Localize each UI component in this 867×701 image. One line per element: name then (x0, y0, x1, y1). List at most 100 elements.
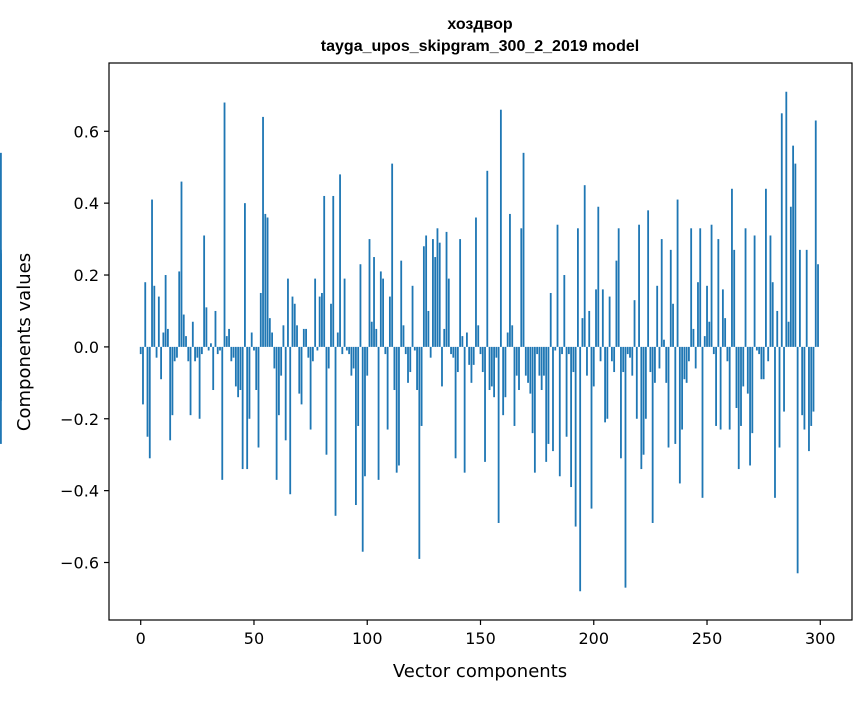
bar (755, 346, 758, 351)
bar (543, 346, 545, 376)
bar (189, 346, 192, 416)
bar (198, 346, 201, 419)
bar (0, 278, 2, 347)
bar (735, 346, 738, 408)
bar (434, 257, 437, 347)
bar (724, 318, 727, 347)
bar (586, 346, 588, 376)
bar (597, 206, 600, 347)
bar (810, 346, 813, 426)
bar (796, 346, 799, 574)
bar (223, 102, 226, 347)
bar (579, 346, 582, 592)
bar (316, 346, 319, 351)
bar (638, 224, 640, 347)
x-tick-label: 0 (136, 629, 146, 648)
bar (683, 346, 686, 380)
bar (425, 235, 428, 347)
bar (348, 346, 351, 355)
bar (427, 310, 430, 347)
bar (590, 346, 593, 509)
bar (570, 346, 573, 488)
bar (334, 346, 337, 516)
bar (654, 346, 656, 383)
bar (604, 346, 606, 423)
bar (244, 203, 246, 347)
bar (162, 332, 165, 347)
bar (774, 346, 776, 498)
bar (758, 346, 761, 355)
bar (221, 346, 224, 480)
bar (617, 228, 620, 347)
bar (180, 181, 183, 347)
bar (275, 346, 278, 480)
bar (694, 346, 697, 369)
bar (728, 346, 731, 430)
bar (522, 152, 525, 347)
bar (624, 346, 627, 588)
bar (626, 346, 629, 355)
bar (418, 346, 421, 559)
bar (219, 346, 221, 351)
bar (649, 346, 652, 373)
bar (601, 289, 604, 347)
bar (783, 346, 785, 412)
bar (416, 346, 418, 391)
y-tick-label: −0.2 (60, 410, 99, 429)
bar (690, 228, 693, 347)
bar (409, 346, 412, 373)
bar (561, 346, 563, 355)
bar (210, 343, 212, 347)
bar (148, 346, 151, 459)
bar (504, 346, 507, 398)
bar (293, 303, 296, 347)
bar (212, 346, 215, 391)
bar (801, 346, 804, 416)
bar (404, 346, 407, 355)
bar (712, 346, 715, 355)
bar (685, 346, 688, 383)
bar (642, 346, 645, 455)
bar (307, 346, 310, 358)
bar (379, 271, 382, 347)
bar (760, 346, 763, 380)
y-tick-label: −0.4 (60, 482, 99, 501)
chart-title: хоздвор (447, 16, 513, 33)
bar (370, 321, 373, 347)
bar (581, 318, 584, 347)
bar (463, 346, 466, 473)
bar (577, 228, 579, 347)
bar (157, 296, 160, 347)
bar (762, 346, 765, 380)
bar (364, 346, 366, 477)
bar (740, 346, 742, 426)
bar (676, 199, 679, 347)
x-tick-label: 300 (805, 629, 836, 648)
bar (393, 346, 396, 391)
bar (339, 174, 341, 347)
bar (139, 346, 142, 355)
chart-subtitle: tayga_upos_skipgram_300_2_2019 model (321, 38, 639, 55)
bar (703, 336, 706, 347)
bar (817, 264, 819, 347)
bar (445, 231, 448, 347)
bar (692, 328, 695, 347)
bar (558, 346, 561, 477)
bar (470, 346, 473, 383)
bar (142, 346, 144, 405)
bar (411, 285, 414, 347)
bar (450, 346, 452, 355)
bar (565, 346, 568, 437)
bar (146, 346, 149, 437)
bar (583, 185, 586, 347)
bar (237, 346, 240, 398)
bar (518, 346, 520, 391)
bar (407, 346, 409, 383)
bar (545, 346, 548, 462)
bar (287, 278, 289, 347)
bar (277, 346, 280, 416)
bar (291, 296, 294, 347)
bar (789, 206, 792, 347)
bar (744, 228, 747, 347)
